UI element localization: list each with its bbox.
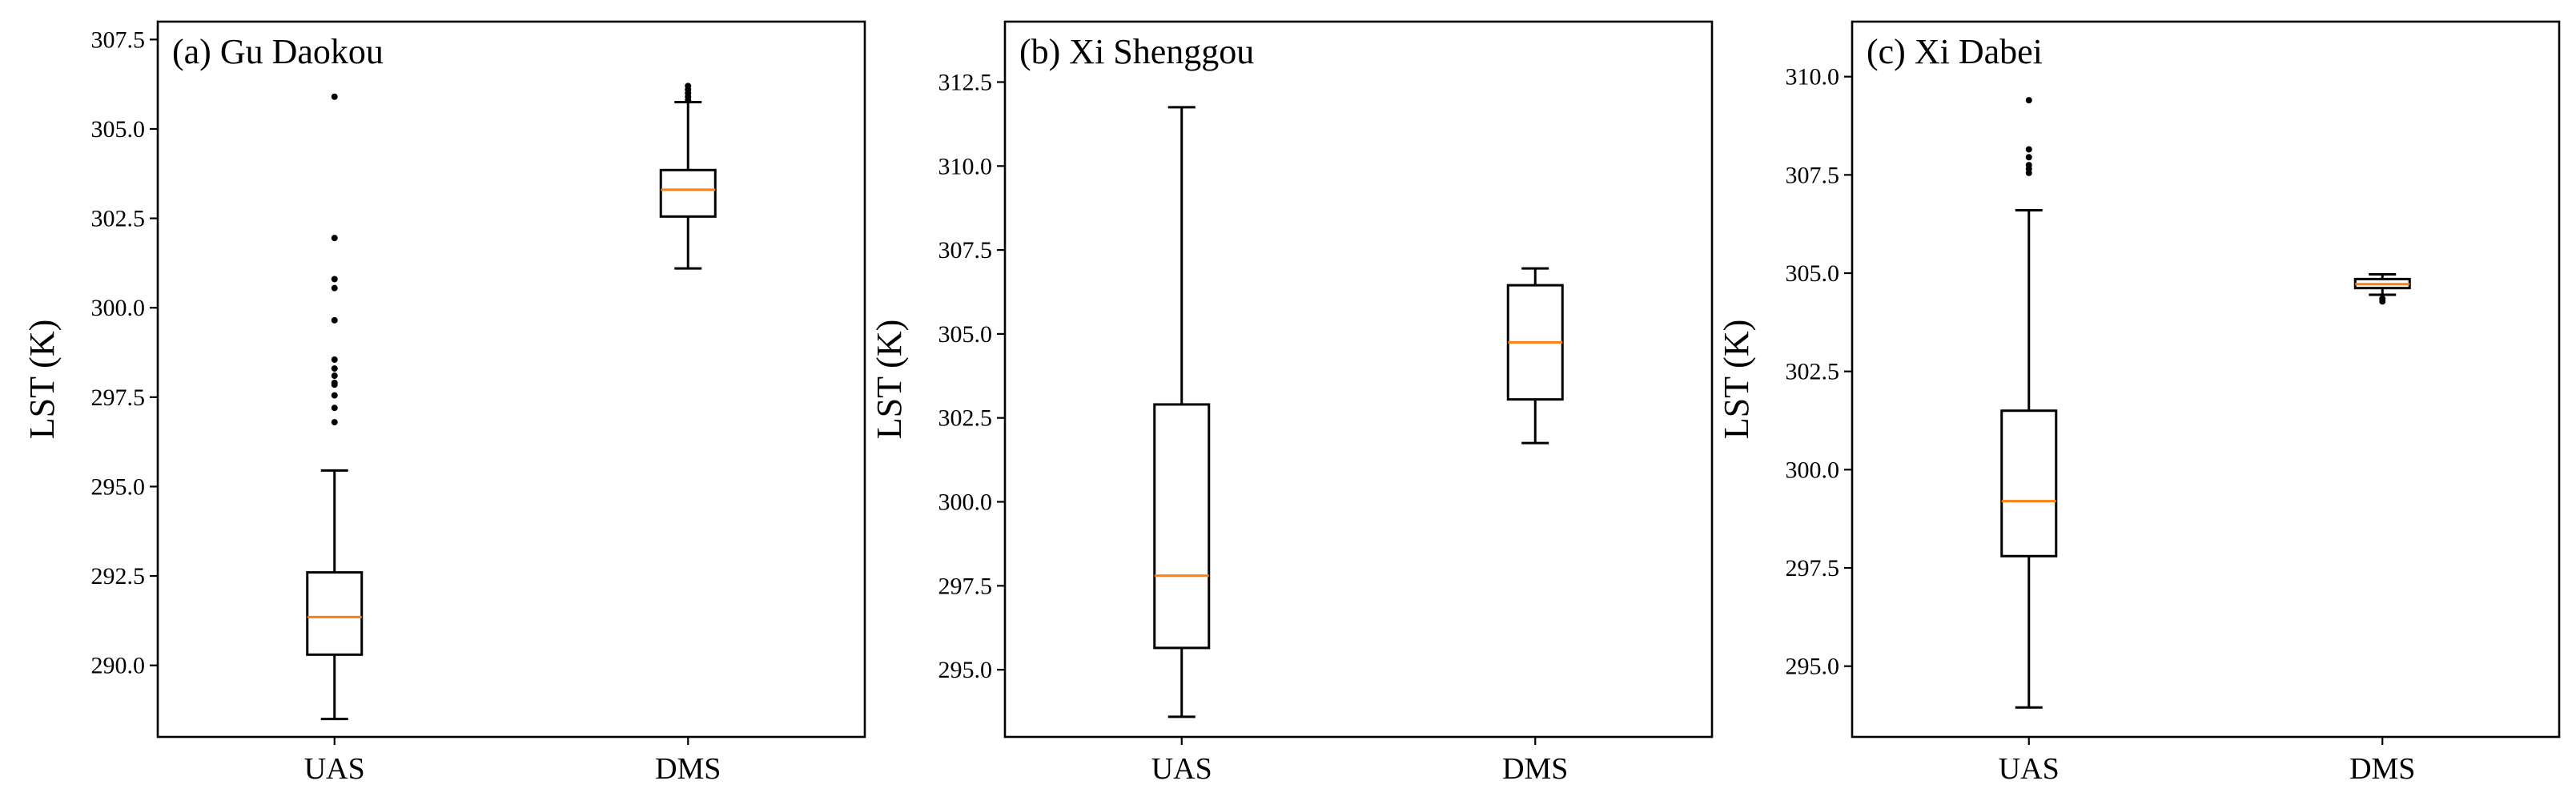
iqr-box [1153,403,1211,650]
y-tick-label: 305.0 [1786,260,1840,287]
outlier-point [2025,154,2032,161]
y-tick-label: 302.5 [1786,359,1840,385]
panel-title: (c) Xi Dabei [1867,32,2043,71]
iqr-box [2000,409,2058,557]
y-tick-label: 290.0 [91,653,146,679]
y-tick-label: 302.5 [91,206,146,232]
outlier-point [2025,146,2032,153]
y-tick-label: 302.5 [938,405,993,432]
y-axis-label: LST (K) [870,320,909,440]
x-tick-label: UAS [1151,752,1212,786]
iqr-box [306,571,364,656]
panel-2: 295.0 297.5 300.0 302.5 305.0 307.5 310.0 312.5… [870,20,1714,786]
y-tick-label: 295.0 [1786,654,1840,680]
box-uas [2000,97,2058,709]
outlier-point [331,381,338,388]
box-uas [1153,106,1211,718]
panel-title: (b) Xi Shenggou [1019,32,1254,71]
y-tick-label: 297.5 [91,384,146,411]
box-dms [2353,272,2411,305]
x-tick-label: DMS [2349,752,2415,786]
x-tick-label: UAS [304,752,365,786]
y-tick-label: 295.0 [938,657,993,683]
y-tick-label: 297.5 [938,573,993,599]
outlier-point [331,372,338,380]
plot-frame [156,20,866,739]
y-tick-label: 305.0 [91,116,146,143]
plot-frame [1003,20,1714,739]
box-dms [659,83,717,270]
y-tick-label: 300.0 [938,489,993,516]
y-tick-label: 305.0 [938,321,993,348]
outlier-point [331,356,338,363]
y-tick-label: 307.5 [938,237,993,264]
y-tick-label: 310.0 [938,153,993,179]
y-tick-label: 307.5 [91,26,146,53]
y-tick-label: 300.0 [91,295,146,321]
y-axis-label: LST (K) [1717,320,1756,440]
y-tick-label: 292.5 [91,563,146,590]
y-axis-label: LST (K) [22,320,62,440]
y-tick-label: 300.0 [1786,457,1840,483]
outlier-point [331,235,338,242]
outlier-point [331,392,338,399]
x-tick-label: UAS [1999,752,2060,786]
outlier-point [2025,169,2032,176]
outlier-point [331,365,338,372]
iqr-box [659,168,717,218]
panel-1: 290.0 292.5 295.0 297.5 300.0 302.5 305.0 307.5… [22,20,866,786]
outlier-point [331,419,338,426]
outlier-point [331,284,338,292]
plot-frame [1851,20,2561,739]
x-tick-label: DMS [1502,752,1568,786]
box-uas [306,93,364,721]
x-tick-label: DMS [655,752,721,786]
outlier-point [331,404,338,412]
outlier-point [2379,298,2386,305]
outlier-point [685,83,692,90]
y-tick-label: 295.0 [91,473,146,500]
box-dms [1506,267,1564,445]
panel-title: (a) Gu Daokou [172,32,384,71]
y-tick-label: 312.5 [938,69,993,95]
panel-3: 295.0 297.5 300.0 302.5 305.0 307.5 310.0 LST (… [1717,20,2561,786]
outlier-point [2025,97,2032,104]
outlier-point [331,276,338,283]
y-tick-label: 307.5 [1786,162,1840,188]
y-tick-label: 297.5 [1786,555,1840,582]
y-tick-label: 310.0 [1786,64,1840,91]
outlier-point [331,93,338,100]
outlier-point [331,316,338,324]
